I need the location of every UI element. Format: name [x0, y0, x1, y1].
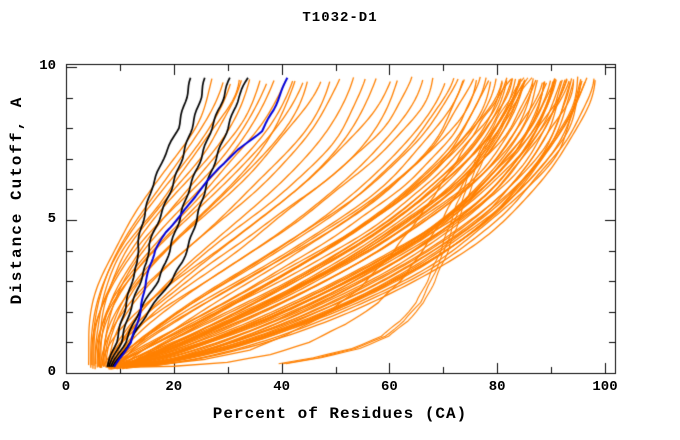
- x-tick-label: 100: [592, 379, 618, 395]
- x-tick-label: 40: [273, 379, 290, 395]
- y-tick-label: 5: [47, 211, 56, 227]
- x-tick-label: 0: [61, 379, 71, 395]
- x-tick-label: 60: [380, 379, 398, 395]
- y-tick-label: 10: [39, 58, 56, 74]
- y-tick-label: 0: [47, 364, 56, 380]
- chart-title: T1032-D1: [302, 10, 378, 26]
- x-tick-label: 80: [488, 379, 506, 395]
- x-tick-label: 20: [165, 379, 183, 395]
- x-axis-label: Percent of Residues (CA): [212, 405, 468, 423]
- y-axis-label: Distance Cutoff, A: [8, 95, 26, 305]
